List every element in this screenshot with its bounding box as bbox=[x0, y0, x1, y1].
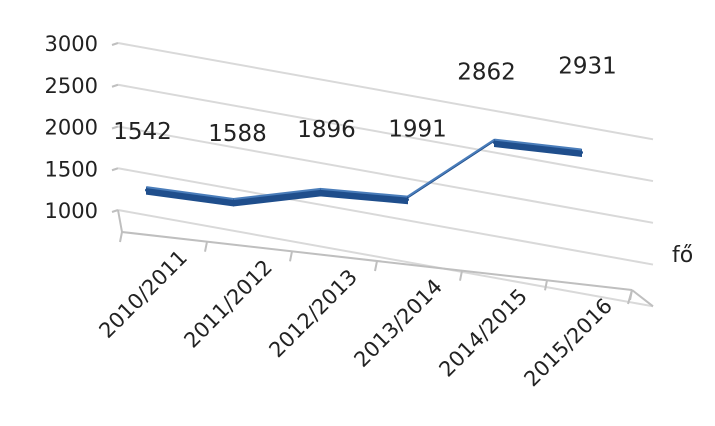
x-tick-label: 2012/2013 bbox=[264, 265, 362, 363]
data-point bbox=[319, 190, 322, 194]
y-tick-label: 2500 bbox=[45, 74, 98, 98]
y-tick-mark bbox=[111, 209, 119, 213]
y-tick-mark bbox=[111, 125, 119, 130]
data-label: 2862 bbox=[457, 60, 516, 86]
x-tick-mark bbox=[289, 251, 293, 262]
series-segment-edge bbox=[233, 187, 321, 200]
x-tick-label: 2011/2012 bbox=[179, 255, 277, 353]
data-point bbox=[406, 198, 409, 202]
series-segment-edge bbox=[406, 138, 496, 198]
series-segment-edge bbox=[146, 186, 234, 200]
series-segment-edge bbox=[320, 187, 408, 198]
x-tick-mark bbox=[629, 289, 633, 301]
x-tick-label: 2013/2014 bbox=[349, 274, 447, 372]
y-tick-label: 1000 bbox=[45, 199, 98, 223]
data-point bbox=[493, 141, 496, 145]
y-tick-mark bbox=[111, 42, 119, 46]
data-label: 2931 bbox=[558, 53, 617, 79]
data-label: 1588 bbox=[208, 121, 267, 147]
x-tick-mark bbox=[204, 241, 208, 252]
gridlines bbox=[117, 42, 654, 308]
y-tick-label: 2000 bbox=[45, 116, 98, 140]
axes bbox=[111, 42, 654, 308]
x-tick-label: 2010/2011 bbox=[94, 245, 192, 343]
depth-axis-label: fő bbox=[672, 243, 693, 268]
gridline bbox=[117, 167, 654, 266]
y-tick-mark bbox=[111, 167, 119, 172]
x-tick-label: 2015/2016 bbox=[519, 294, 617, 392]
data-point bbox=[580, 150, 583, 154]
data-label: 1896 bbox=[297, 117, 356, 143]
gridline bbox=[117, 125, 654, 224]
gridline bbox=[117, 209, 654, 308]
floor-left-edge bbox=[117, 209, 123, 233]
data-point bbox=[145, 188, 148, 192]
y-tick-mark bbox=[111, 83, 119, 88]
data-label: 1991 bbox=[388, 117, 447, 143]
x-tick-mark bbox=[374, 260, 378, 272]
x-tick-mark bbox=[459, 270, 463, 281]
data-label: 1542 bbox=[113, 119, 172, 145]
y-tick-label: 3000 bbox=[45, 32, 98, 56]
floor-right-edge bbox=[631, 289, 654, 308]
data-series bbox=[145, 138, 583, 207]
x-tick-label: 2014/2015 bbox=[434, 284, 532, 382]
x-tick-mark bbox=[119, 231, 123, 243]
gridline bbox=[117, 83, 654, 183]
y-tick-label: 1500 bbox=[45, 157, 98, 181]
x-tick-mark bbox=[544, 280, 548, 291]
series-segment-edge bbox=[494, 138, 582, 151]
gridline bbox=[117, 42, 654, 141]
data-point bbox=[232, 200, 235, 204]
